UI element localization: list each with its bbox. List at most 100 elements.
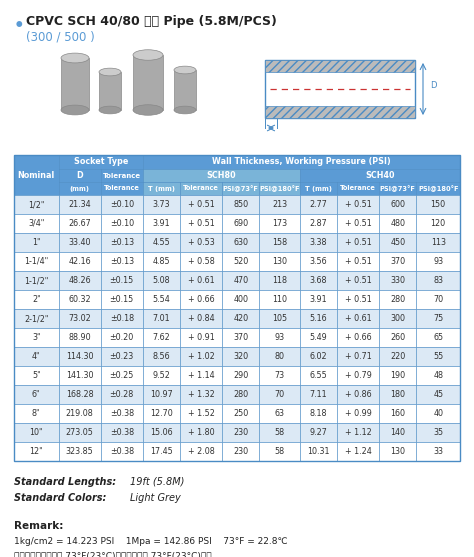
Bar — [59, 169, 100, 182]
Text: 230: 230 — [233, 447, 248, 456]
Bar — [379, 195, 416, 214]
Bar — [222, 347, 259, 366]
Bar — [416, 366, 460, 385]
Bar — [143, 347, 180, 366]
Bar — [14, 155, 59, 195]
Bar — [259, 366, 300, 385]
Text: 1": 1" — [32, 238, 41, 247]
Bar — [59, 155, 143, 169]
Bar — [259, 252, 300, 271]
Text: + 0.51: + 0.51 — [345, 200, 372, 209]
Bar — [59, 252, 100, 271]
Text: 190: 190 — [390, 371, 405, 380]
Text: 280: 280 — [233, 390, 248, 399]
Bar — [300, 347, 337, 366]
Bar — [416, 442, 460, 461]
Text: ±0.10: ±0.10 — [109, 200, 134, 209]
Bar — [14, 328, 59, 347]
Bar — [416, 271, 460, 290]
Ellipse shape — [99, 106, 121, 114]
Bar — [259, 290, 300, 309]
Text: 323.85: 323.85 — [66, 447, 93, 456]
Bar — [379, 309, 416, 328]
Text: 9.27: 9.27 — [310, 428, 328, 437]
Text: 400: 400 — [233, 295, 248, 304]
Bar — [14, 423, 59, 442]
Bar — [379, 182, 416, 195]
Text: 213: 213 — [272, 200, 287, 209]
Bar — [14, 366, 59, 385]
Text: 8.56: 8.56 — [153, 352, 170, 361]
Text: 5.08: 5.08 — [153, 276, 170, 285]
Text: Tolerance: Tolerance — [340, 185, 376, 192]
Text: SCH40: SCH40 — [365, 171, 395, 180]
Bar — [143, 290, 180, 309]
Text: 260: 260 — [390, 333, 405, 342]
Text: Tolerance: Tolerance — [103, 173, 141, 178]
Bar — [180, 252, 222, 271]
Bar — [133, 55, 163, 110]
Bar — [59, 423, 100, 442]
Bar — [100, 233, 143, 252]
Bar — [259, 271, 300, 290]
Text: 48.26: 48.26 — [68, 276, 91, 285]
Text: ±0.20: ±0.20 — [109, 333, 134, 342]
Text: 250: 250 — [233, 409, 248, 418]
Text: (mm): (mm) — [70, 185, 90, 192]
Text: + 1.52: + 1.52 — [188, 409, 215, 418]
Bar — [59, 214, 100, 233]
Text: + 0.51: + 0.51 — [345, 276, 372, 285]
Bar — [337, 309, 379, 328]
Text: ±0.25: ±0.25 — [109, 371, 134, 380]
Text: 12.70: 12.70 — [150, 409, 173, 418]
Bar — [59, 328, 100, 347]
Text: 6.55: 6.55 — [310, 371, 328, 380]
Text: 83: 83 — [433, 276, 443, 285]
Bar — [180, 385, 222, 404]
Bar — [59, 404, 100, 423]
Bar — [416, 214, 460, 233]
Bar — [337, 442, 379, 461]
Bar — [337, 423, 379, 442]
Bar — [100, 290, 143, 309]
Text: •: • — [14, 17, 25, 35]
Text: + 1.12: + 1.12 — [345, 428, 372, 437]
Bar — [180, 442, 222, 461]
Text: 690: 690 — [233, 219, 248, 228]
Bar — [59, 195, 100, 214]
Bar — [143, 155, 460, 169]
Bar — [14, 214, 59, 233]
Text: PSI@180°F: PSI@180°F — [259, 185, 300, 192]
Text: + 0.71: + 0.71 — [345, 352, 372, 361]
Bar — [59, 442, 100, 461]
Bar — [143, 195, 180, 214]
Bar — [59, 271, 100, 290]
Text: 8.18: 8.18 — [310, 409, 327, 418]
Bar — [259, 233, 300, 252]
Text: 1kg/cm2 = 14.223 PSI    1Mpa = 142.86 PSI    73°F = 22.8℃: 1kg/cm2 = 14.223 PSI 1Mpa = 142.86 PSI 7… — [14, 537, 288, 546]
Text: T (mm): T (mm) — [148, 185, 175, 192]
Bar — [222, 385, 259, 404]
Text: + 0.51: + 0.51 — [188, 219, 214, 228]
Bar — [416, 233, 460, 252]
Text: 26.67: 26.67 — [68, 219, 91, 228]
Text: 173: 173 — [272, 219, 287, 228]
Bar — [265, 106, 415, 118]
Text: 70: 70 — [274, 390, 285, 399]
Text: 5.49: 5.49 — [310, 333, 328, 342]
Text: 7.11: 7.11 — [310, 390, 328, 399]
Bar — [379, 366, 416, 385]
Bar — [337, 290, 379, 309]
Bar — [143, 309, 180, 328]
Text: 219.08: 219.08 — [66, 409, 93, 418]
Text: 470: 470 — [233, 276, 248, 285]
Text: + 0.51: + 0.51 — [345, 257, 372, 266]
Bar — [259, 404, 300, 423]
Text: 160: 160 — [390, 409, 405, 418]
Text: 3": 3" — [32, 333, 41, 342]
Text: 2.77: 2.77 — [310, 200, 328, 209]
Text: 420: 420 — [233, 314, 248, 323]
Text: 5.16: 5.16 — [310, 314, 328, 323]
Bar — [14, 309, 59, 328]
Bar — [222, 195, 259, 214]
